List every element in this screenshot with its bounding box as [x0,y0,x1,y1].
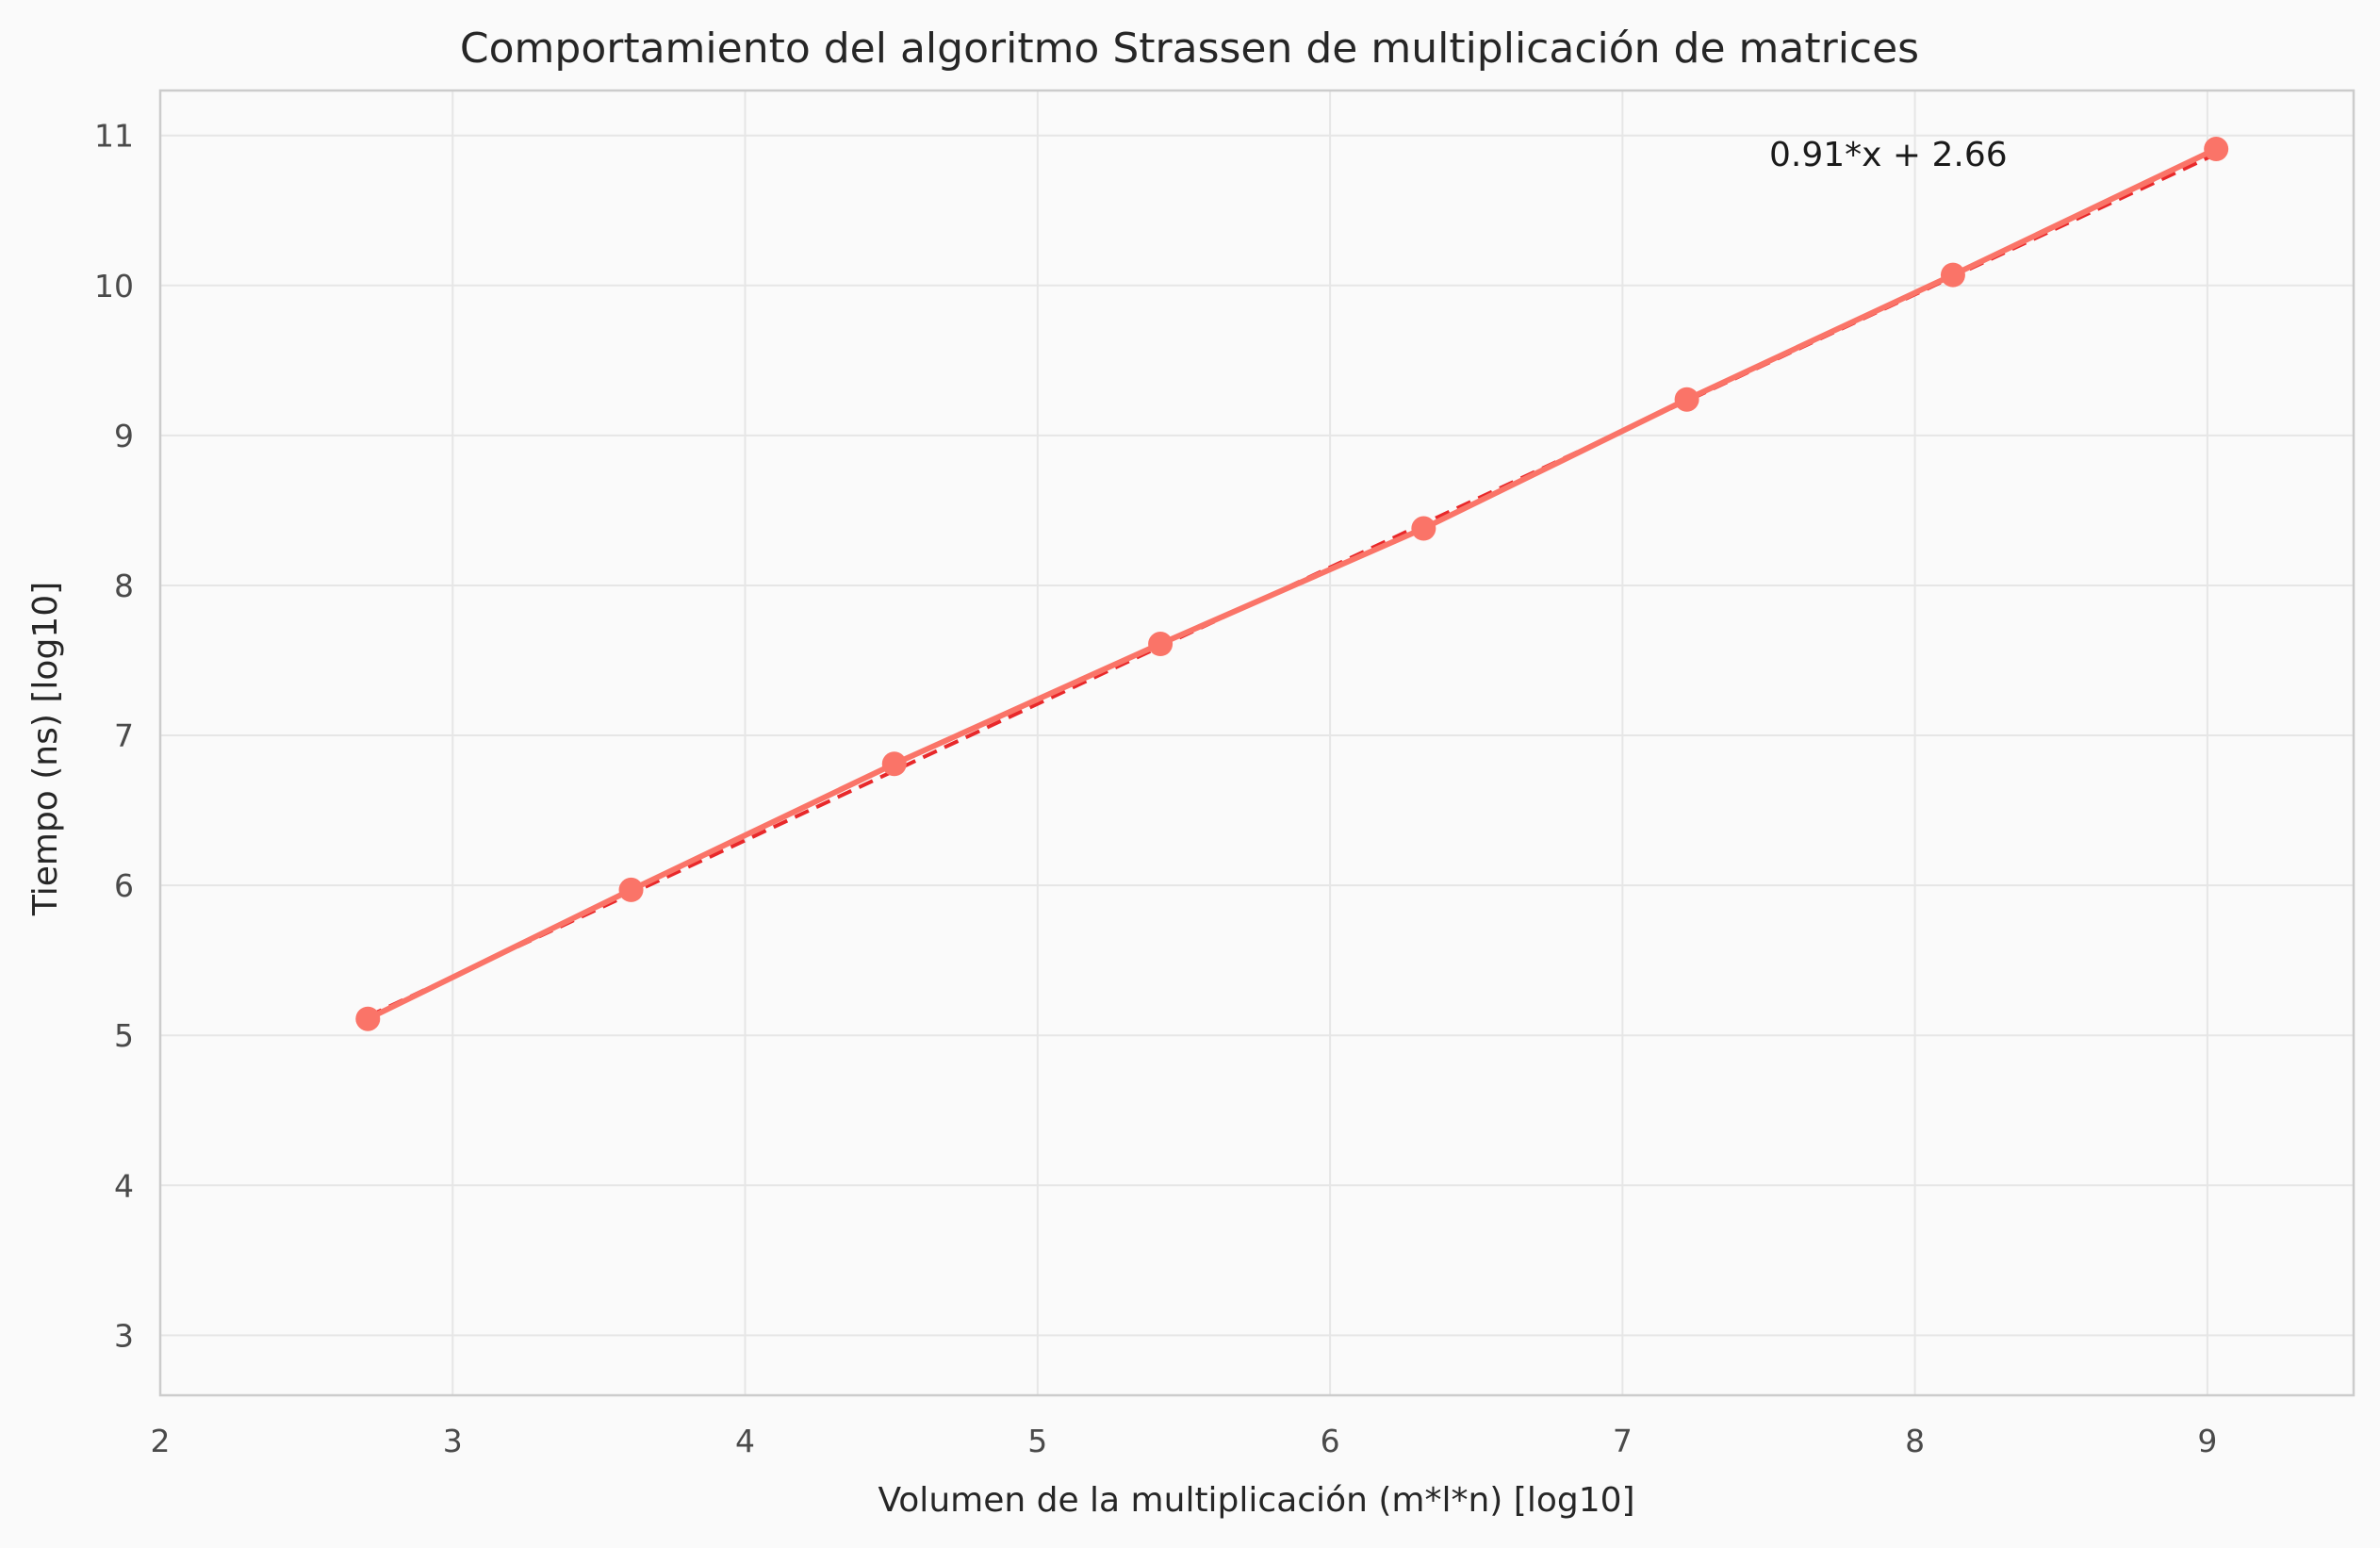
x-axis-label: Volumen de la multiplicación (m*l*n) [lo… [878,1481,1634,1520]
series-layer [355,137,2229,1031]
y-tick-label: 4 [114,1167,134,1204]
x-tick-label: 5 [1027,1423,1047,1459]
series-line [366,146,2218,1022]
x-tick-label: 9 [2197,1423,2217,1459]
x-tick-label: 4 [735,1423,755,1459]
data-point [1674,387,1699,412]
y-tick-label: 10 [94,268,134,305]
fit-equation-annotation: 0.91*x + 2.66 [1769,136,2008,174]
y-tick-label: 9 [114,418,134,454]
x-tick-labels: 2 3 4 5 6 7 8 9 [151,1423,2218,1459]
grid [160,91,2354,1395]
y-tick-label: 7 [114,717,134,754]
y-tick-labels: 3 4 5 6 7 8 9 10 11 [94,118,134,1355]
chart-title: Comportamiento del algoritmo Strassen de… [460,25,1919,73]
data-point [1411,516,1436,541]
y-tick-label: 3 [114,1317,134,1354]
x-tick-label: 2 [151,1423,171,1459]
y-tick-label: 8 [114,568,134,604]
data-point [1940,262,1965,288]
x-tick-label: 8 [1905,1423,1925,1459]
plot-frame [158,89,2355,1397]
data-point [1148,632,1174,657]
data-point [618,877,644,902]
data-point [881,751,907,777]
y-tick-label: 11 [94,118,134,155]
x-tick-label: 7 [1613,1423,1633,1459]
y-tick-label: 5 [114,1017,134,1054]
data-point [2204,137,2229,162]
x-tick-label: 6 [1321,1423,1340,1459]
x-tick-label: 3 [443,1423,463,1459]
y-tick-label: 6 [114,867,134,904]
data-point [355,1006,381,1031]
y-axis-label: Tiempo (ns) [log10] [26,582,65,916]
